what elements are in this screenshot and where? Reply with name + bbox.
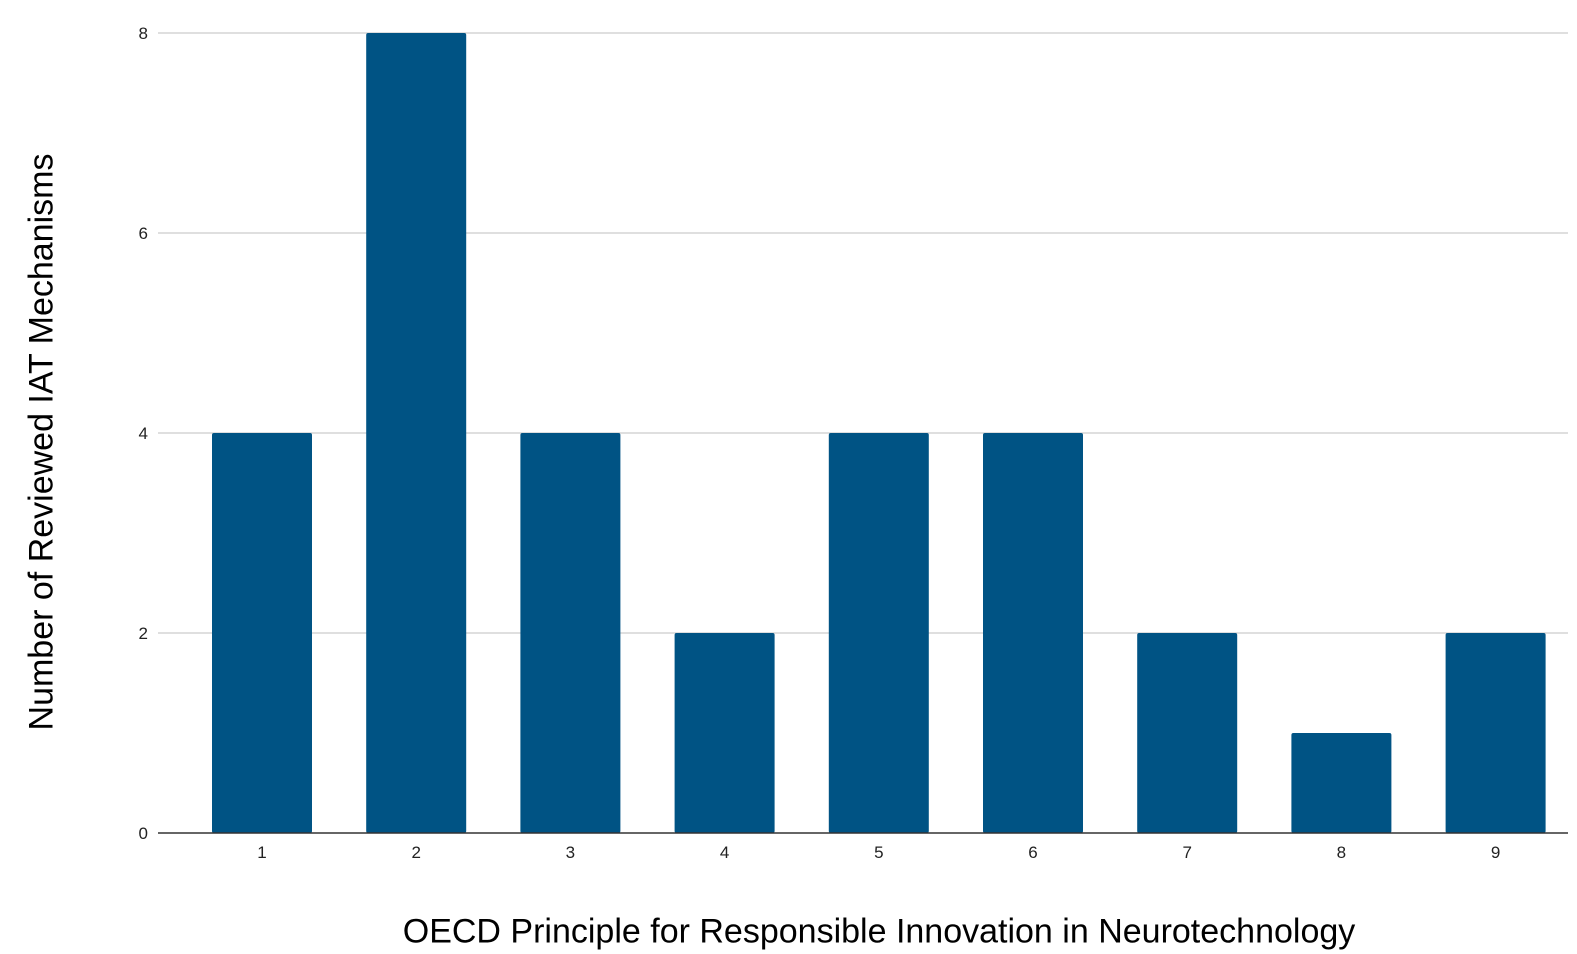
bar (1137, 633, 1238, 833)
bar (366, 33, 467, 833)
x-axis-label: OECD Principle for Responsible Innovatio… (402, 912, 1356, 951)
bar (828, 433, 929, 833)
bar (1445, 633, 1546, 833)
bar (983, 433, 1083, 833)
x-tick-label: 2 (411, 843, 420, 862)
bar (520, 433, 621, 833)
bar (212, 433, 312, 833)
x-tick-labels: 1 2 3 4 5 6 7 8 9 (257, 843, 1500, 862)
y-axis-label: Number of Reviewed IAT Mechanisms (22, 153, 61, 731)
y-tick-labels: 0 2 4 6 8 (139, 24, 148, 843)
x-tick-label: 8 (1337, 843, 1346, 862)
x-tick-label: 1 (257, 843, 266, 862)
y-tick-label: 8 (139, 24, 148, 43)
bars (212, 33, 1546, 833)
bar (1291, 733, 1392, 833)
x-tick-label: 9 (1491, 843, 1500, 862)
y-tick-label: 6 (139, 224, 148, 243)
y-tick-label: 4 (139, 424, 148, 443)
x-tick-label: 6 (1028, 843, 1037, 862)
y-tick-label: 0 (139, 824, 148, 843)
x-tick-label: 7 (1182, 843, 1191, 862)
x-tick-label: 5 (874, 843, 883, 862)
x-tick-label: 4 (720, 843, 729, 862)
y-tick-label: 2 (139, 624, 148, 643)
bar (674, 633, 775, 833)
x-tick-label: 3 (566, 843, 575, 862)
